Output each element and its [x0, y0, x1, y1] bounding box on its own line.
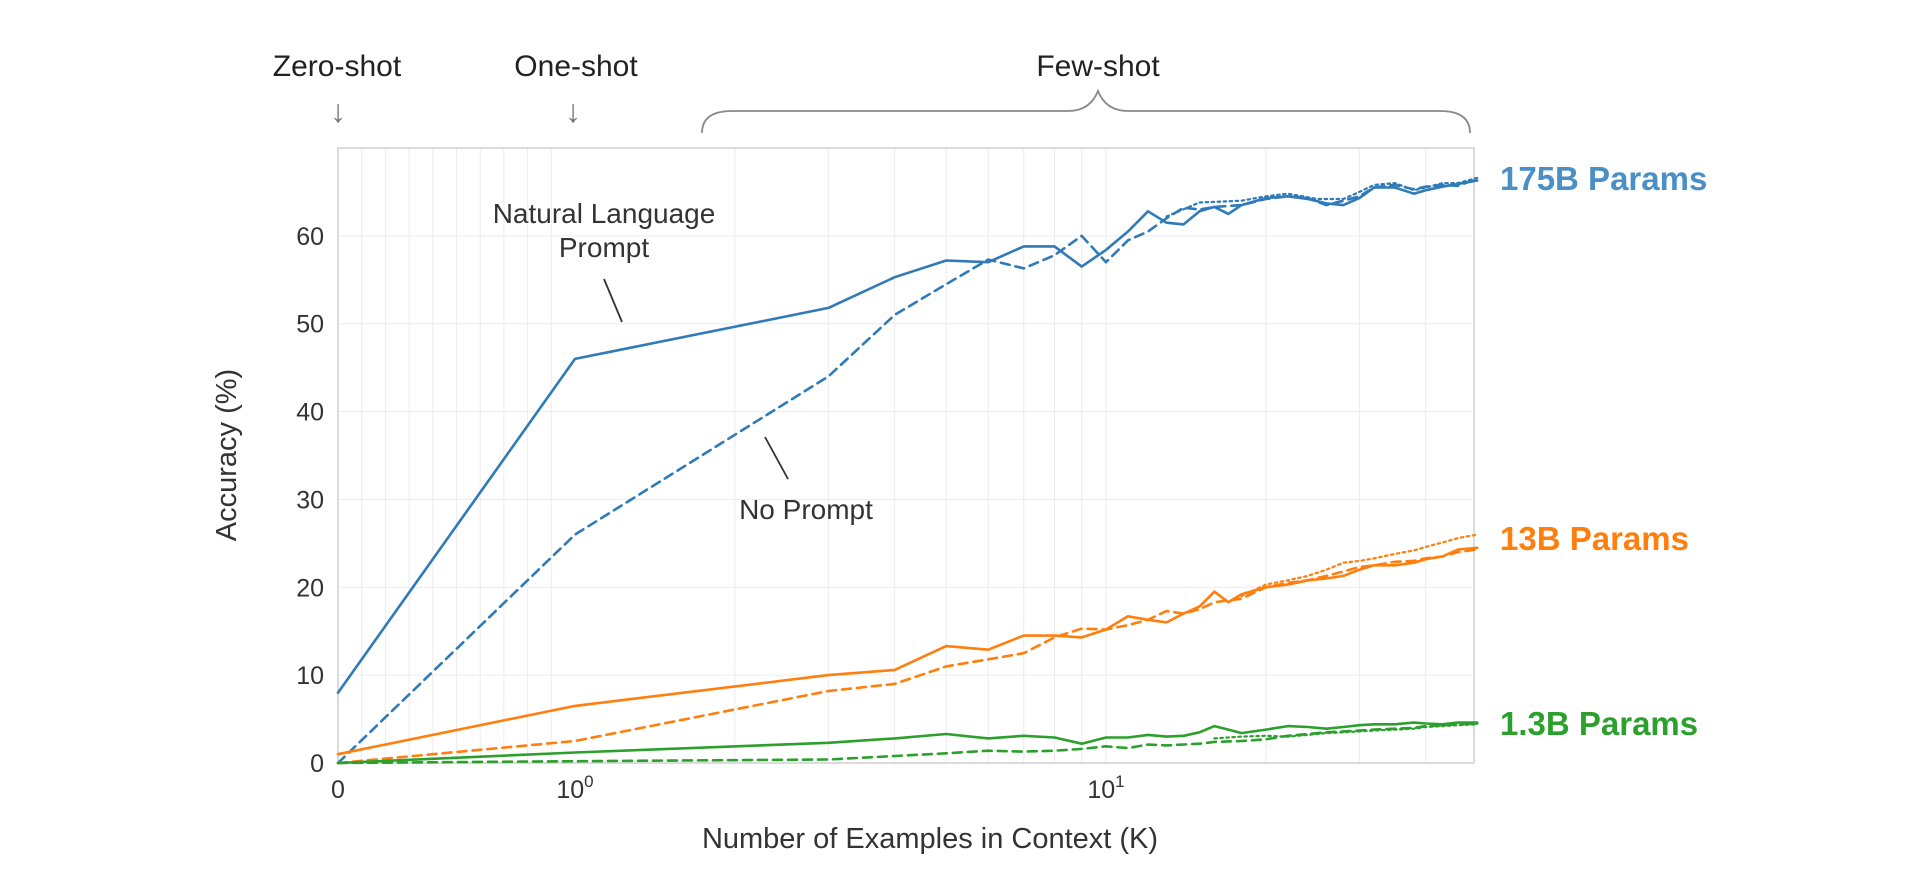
x-tick-exponent: 0	[584, 772, 593, 791]
y-tick-label: 10	[296, 662, 324, 690]
zero-shot-arrow-icon: ↓	[330, 93, 346, 129]
regime-label-zero-shot: Zero-shot	[273, 50, 402, 83]
y-tick-label: 20	[296, 574, 324, 602]
x-tick-label: 101	[1087, 772, 1124, 804]
x-axis-title: Number of Examples in Context (K)	[702, 823, 1158, 855]
series-line-solid-3	[336, 546, 1479, 756]
plot-frame	[337, 147, 1475, 764]
series-line-solid-0	[336, 179, 1479, 695]
regime-label-one-shot: One-shot	[514, 50, 638, 83]
annotation-natural-language-prompt-line1: Natural Language	[493, 198, 716, 229]
annotation-natural-language-prompt-line2: Prompt	[559, 232, 649, 263]
series-layer	[336, 176, 1479, 765]
y-axis-title: Accuracy (%)	[211, 369, 243, 541]
x-tick-exponent: 1	[1115, 772, 1124, 791]
series-line-dotted-8	[1213, 723, 1479, 740]
model-label-175b: 175B Params	[1500, 160, 1707, 197]
x-tick-label: 100	[556, 772, 593, 804]
annotation-no-prompt: No Prompt	[739, 494, 873, 525]
model-label-1-3b: 1.3B Params	[1500, 705, 1698, 742]
model-label-13b: 13B Params	[1500, 520, 1689, 557]
annotation-pointer-no-prompt	[764, 436, 789, 480]
y-tick-label: 40	[296, 399, 324, 427]
series-line-dotted-2	[1165, 176, 1479, 218]
regime-label-few-shot: Few-shot	[1036, 50, 1160, 83]
series-line-dashed-1	[336, 177, 1479, 765]
grid	[338, 148, 1474, 764]
y-tick-label: 60	[296, 223, 324, 251]
y-tick-label: 30	[296, 486, 324, 514]
series-line-dotted-5	[1240, 533, 1479, 598]
y-tick-label: 50	[296, 311, 324, 339]
series-line-dashed-4	[336, 548, 1479, 765]
series-line-dashed-7	[336, 722, 1479, 765]
annotation-pointer-natural-language	[603, 278, 623, 323]
few-shot-brace	[701, 88, 1471, 134]
series-line-solid-6	[336, 721, 1479, 765]
y-tick-label: 0	[310, 750, 324, 778]
one-shot-arrow-icon: ↓	[565, 93, 581, 129]
x-tick-label: 0	[331, 776, 345, 804]
